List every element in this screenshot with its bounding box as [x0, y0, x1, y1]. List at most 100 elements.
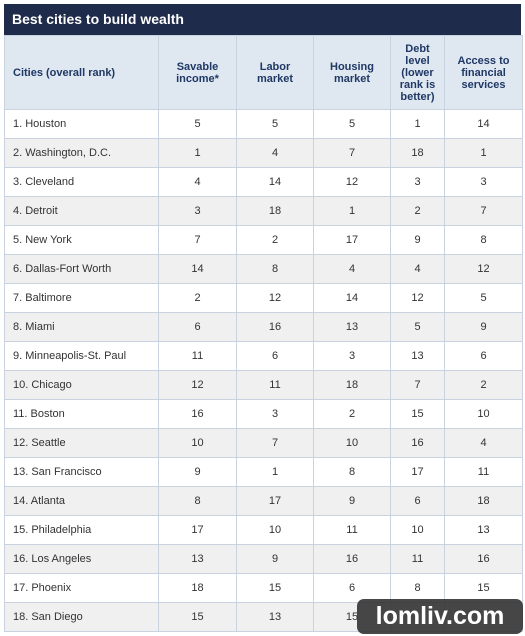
rank-cell: 18 [236, 196, 314, 226]
rank-cell: 12 [390, 283, 445, 313]
table-row: 3. Cleveland 4 14 12 3 3 [4, 167, 523, 197]
city-cell: 2. Washington, D.C. [4, 138, 159, 168]
rank-cell: 1 [444, 138, 523, 168]
rank-cell: 2 [444, 370, 523, 400]
rank-cell: 1 [236, 457, 314, 487]
rank-cell: 10 [158, 428, 237, 458]
rank-cell: 7 [313, 138, 391, 168]
table-row: 17. Phoenix 18 15 6 8 15 [4, 573, 523, 603]
rank-cell: 13 [158, 544, 237, 574]
rank-cell: 1 [390, 109, 445, 139]
table-row: 9. Minneapolis-St. Paul 11 6 3 13 6 [4, 341, 523, 371]
rank-cell: 14 [444, 109, 523, 139]
table-row: 8. Miami 6 16 13 5 9 [4, 312, 523, 342]
rank-cell: 13 [313, 312, 391, 342]
rank-cell: 15 [236, 573, 314, 603]
city-cell: 9. Minneapolis-St. Paul [4, 341, 159, 371]
rank-cell: 17 [158, 515, 237, 545]
watermark: lomliv.com [357, 599, 523, 634]
column-header: Labor market [236, 35, 314, 110]
rank-cell: 18 [444, 486, 523, 516]
city-cell: 18. San Diego [4, 602, 159, 632]
rank-cell: 5 [444, 283, 523, 313]
column-header: Debt level (lower rank is better) [390, 35, 445, 110]
rank-cell: 2 [236, 225, 314, 255]
rank-cell: 6 [390, 486, 445, 516]
rank-cell: 11 [444, 457, 523, 487]
rank-cell: 17 [390, 457, 445, 487]
rank-cell: 3 [236, 399, 314, 429]
rank-cell: 15 [444, 573, 523, 603]
rank-cell: 6 [158, 312, 237, 342]
city-cell: 14. Atlanta [4, 486, 159, 516]
rank-cell: 4 [390, 254, 445, 284]
rank-cell: 3 [444, 167, 523, 197]
rank-cell: 6 [236, 341, 314, 371]
column-header: Housing market [313, 35, 391, 110]
rank-cell: 5 [158, 109, 237, 139]
city-cell: 4. Detroit [4, 196, 159, 226]
city-cell: 5. New York [4, 225, 159, 255]
rank-cell: 16 [313, 544, 391, 574]
rank-cell: 15 [390, 399, 445, 429]
rank-cell: 18 [390, 138, 445, 168]
rank-cell: 5 [390, 312, 445, 342]
rank-cell: 11 [313, 515, 391, 545]
rank-cell: 1 [313, 196, 391, 226]
title-bar: Best cities to build wealth [4, 4, 521, 35]
rank-cell: 2 [158, 283, 237, 313]
table-row: 2. Washington, D.C. 1 4 7 18 1 [4, 138, 523, 168]
rank-cell: 10 [313, 428, 391, 458]
column-header: Access to financial services [444, 35, 523, 110]
rank-cell: 7 [158, 225, 237, 255]
rank-cell: 8 [236, 254, 314, 284]
table-row: 7. Baltimore 2 12 14 12 5 [4, 283, 523, 313]
rank-cell: 12 [236, 283, 314, 313]
rank-cell: 5 [236, 109, 314, 139]
rank-cell: 7 [444, 196, 523, 226]
city-cell: 1. Houston [4, 109, 159, 139]
column-header: Savable income* [158, 35, 237, 110]
table-row: 1. Houston 5 5 5 1 14 [4, 109, 523, 139]
rank-cell: 8 [158, 486, 237, 516]
rank-cell: 1 [158, 138, 237, 168]
rank-cell: 4 [158, 167, 237, 197]
rank-cell: 11 [236, 370, 314, 400]
table-row: 5. New York 7 2 17 9 8 [4, 225, 523, 255]
rank-cell: 7 [236, 428, 314, 458]
city-cell: 13. San Francisco [4, 457, 159, 487]
rank-cell: 4 [313, 254, 391, 284]
rank-cell: 3 [158, 196, 237, 226]
rank-cell: 3 [313, 341, 391, 371]
rank-cell: 16 [444, 544, 523, 574]
rank-cell: 18 [313, 370, 391, 400]
city-cell: 8. Miami [4, 312, 159, 342]
table-row: 10. Chicago 12 11 18 7 2 [4, 370, 523, 400]
rank-cell: 13 [390, 341, 445, 371]
city-cell: 6. Dallas-Fort Worth [4, 254, 159, 284]
rank-cell: 14 [158, 254, 237, 284]
rank-cell: 12 [313, 167, 391, 197]
city-cell: 7. Baltimore [4, 283, 159, 313]
rank-cell: 15 [158, 602, 237, 632]
rank-cell: 8 [444, 225, 523, 255]
ranking-table: Cities (overall rank) Savable income* Labo… [4, 35, 523, 632]
rank-cell: 12 [158, 370, 237, 400]
rank-cell: 2 [390, 196, 445, 226]
city-cell: 16. Los Angeles [4, 544, 159, 574]
rank-cell: 9 [158, 457, 237, 487]
rank-cell: 2 [313, 399, 391, 429]
city-cell: 12. Seattle [4, 428, 159, 458]
rank-cell: 9 [313, 486, 391, 516]
rank-cell: 11 [158, 341, 237, 371]
city-cell: 15. Philadelphia [4, 515, 159, 545]
rank-cell: 17 [236, 486, 314, 516]
rank-cell: 14 [313, 283, 391, 313]
rank-cell: 9 [390, 225, 445, 255]
table-row: 13. San Francisco 9 1 8 17 11 [4, 457, 523, 487]
table-row: 16. Los Angeles 13 9 16 11 16 [4, 544, 523, 574]
rank-cell: 4 [444, 428, 523, 458]
rank-cell: 17 [313, 225, 391, 255]
rank-cell: 13 [236, 602, 314, 632]
